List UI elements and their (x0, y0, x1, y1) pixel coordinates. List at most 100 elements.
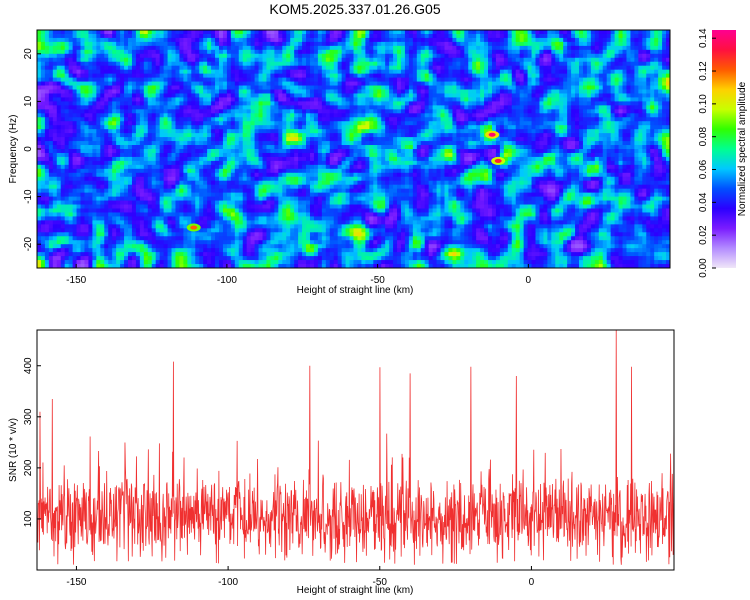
heatmap-cell (551, 145, 555, 149)
heatmap-cell (156, 54, 160, 58)
heatmap-cell (373, 46, 377, 50)
heatmap-cell (638, 125, 642, 129)
heatmap-cell (235, 117, 239, 121)
heatmap-cell (634, 97, 638, 101)
heatmap-cell (266, 62, 270, 66)
heatmap-cell (235, 133, 239, 137)
heatmap-cell (314, 97, 318, 101)
heatmap-cell (409, 66, 413, 70)
heatmap-cell (369, 82, 373, 86)
heatmap-cell (579, 38, 583, 42)
heatmap-cell (53, 113, 57, 117)
heatmap-cell (251, 58, 255, 62)
heatmap-cell (128, 113, 132, 117)
heatmap-cell (61, 74, 65, 78)
heatmap-cell (354, 66, 358, 70)
heatmap-cell (160, 117, 164, 121)
heatmap-cell (77, 54, 81, 58)
heatmap-cell (270, 145, 274, 149)
heatmap-cell (306, 78, 310, 82)
heatmap-cell (619, 46, 623, 50)
heatmap-cell (223, 105, 227, 109)
heatmap-cell (567, 93, 571, 97)
heatmap-cell (223, 93, 227, 97)
heatmap-cell (112, 58, 116, 62)
heatmap-cell (500, 34, 504, 38)
heatmap-cell (373, 113, 377, 117)
heatmap-cell (539, 82, 543, 86)
heatmap-cell (516, 113, 520, 117)
heatmap-cell (417, 46, 421, 50)
heatmap-cell (448, 38, 452, 42)
heatmap-cell (179, 101, 183, 105)
heatmap-cell (172, 97, 176, 101)
heatmap-cell (444, 101, 448, 105)
heatmap-cell (290, 70, 294, 74)
heatmap-cell (286, 42, 290, 46)
heatmap-cell (532, 58, 536, 62)
heatmap-cell (266, 50, 270, 54)
heatmap-cell (535, 105, 539, 109)
heatmap-cell (528, 54, 532, 58)
heatmap-cell (377, 74, 381, 78)
heatmap-cell (464, 90, 468, 94)
heatmap-cell (389, 62, 393, 66)
heatmap-cell (270, 50, 274, 54)
heatmap-cell (662, 125, 666, 129)
heatmap-cell (302, 101, 306, 105)
heatmap-cell (239, 78, 243, 82)
heatmap-cell (603, 34, 607, 38)
heatmap-cell (381, 42, 385, 46)
heatmap-cell (108, 113, 112, 117)
heatmap-cell (658, 129, 662, 133)
heatmap-cell (476, 82, 480, 86)
heatmap-cell (559, 74, 563, 78)
heatmap-cell (393, 54, 397, 58)
heatmap-cell (512, 145, 516, 149)
heatmap-cell (571, 133, 575, 137)
heatmap-cell (49, 38, 53, 42)
heatmap-cell (183, 86, 187, 90)
heatmap-cell (547, 34, 551, 38)
heatmap-cell (211, 38, 215, 42)
heatmap-cell (88, 86, 92, 90)
heatmap-cell (543, 46, 547, 50)
heatmap-cell (528, 105, 532, 109)
heatmap-cell (448, 82, 452, 86)
heatmap-cell (342, 109, 346, 113)
heatmap-cell (334, 149, 338, 153)
heatmap-cell (65, 46, 69, 50)
heatmap-cell (512, 90, 516, 94)
heatmap-cell (45, 58, 49, 62)
heatmap-cell (599, 129, 603, 133)
heatmap-cell (373, 70, 377, 74)
heatmap-cell (195, 62, 199, 66)
heatmap-cell (251, 74, 255, 78)
heatmap-cell (306, 30, 310, 34)
heatmap-cell (539, 97, 543, 101)
heatmap-cell (579, 145, 583, 149)
heatmap-cell (528, 30, 532, 34)
heatmap-cell (124, 62, 128, 66)
heatmap-cell (397, 34, 401, 38)
heatmap-cell (623, 125, 627, 129)
heatmap-cell (73, 125, 77, 129)
heatmap-cell (322, 42, 326, 46)
heatmap-cell (551, 86, 555, 90)
heatmap-cell (104, 149, 108, 153)
heatmap-cell (567, 58, 571, 62)
heatmap-cell (314, 62, 318, 66)
heatmap-cell (488, 97, 492, 101)
heatmap-cell (92, 125, 96, 129)
heatmap-cell (49, 66, 53, 70)
heatmap-cell (500, 133, 504, 137)
heatmap-cell (539, 54, 543, 58)
heatmap-cell (326, 50, 330, 54)
heatmap-cell (77, 93, 81, 97)
heatmap-cell (266, 105, 270, 109)
heatmap-cell (547, 58, 551, 62)
heatmap-cell (433, 90, 437, 94)
heatmap-cell (227, 66, 231, 70)
heatmap-cell (278, 145, 282, 149)
heatmap-cell (476, 101, 480, 105)
